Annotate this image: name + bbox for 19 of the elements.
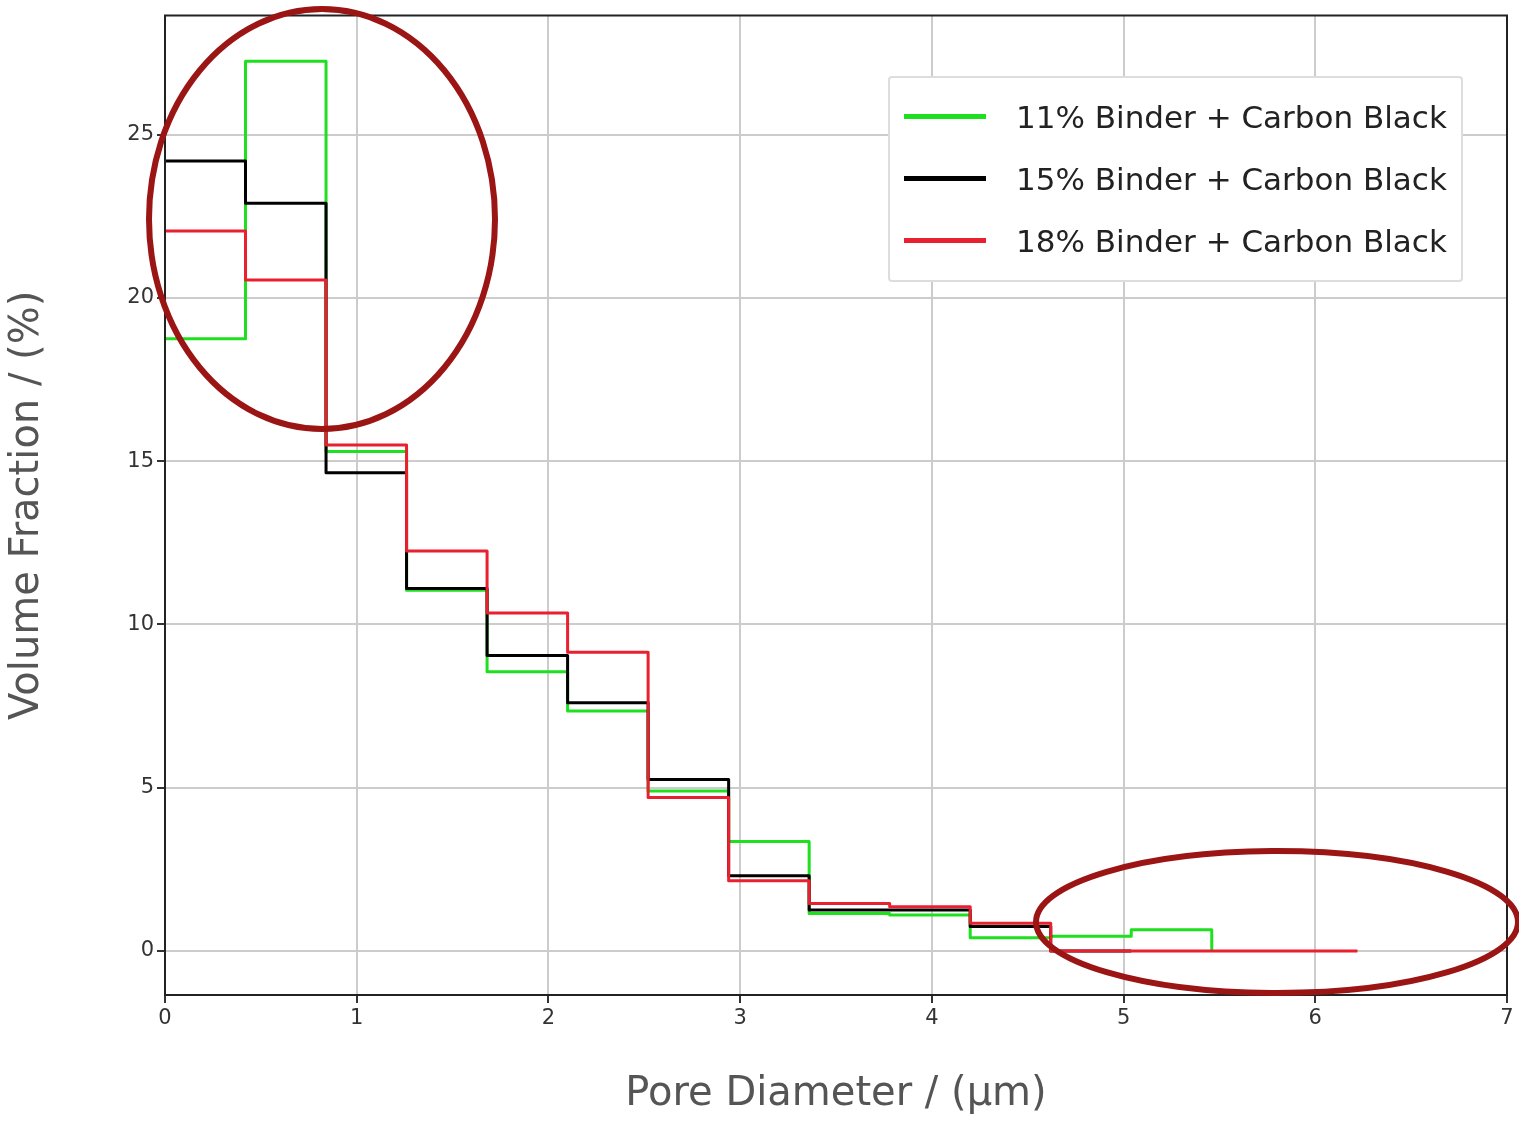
x-axis-title: Pore Diameter / (µm)	[625, 1068, 1047, 1115]
x-tick-label: 6	[1308, 1005, 1322, 1030]
legend-label: 15% Binder + Carbon Black	[1016, 160, 1447, 197]
y-tick-label: 15	[127, 447, 154, 472]
y-axis-title: Volume Fraction / (%)	[1, 290, 48, 720]
y-tick-label: 20	[127, 284, 154, 309]
y-tick-label: 0	[140, 937, 154, 962]
x-tick-label: 2	[541, 1005, 556, 1030]
x-tick-label: 7	[1500, 1005, 1514, 1030]
x-tick-label: 1	[350, 1005, 364, 1030]
legend-label: 18% Binder + Carbon Black	[1016, 222, 1447, 259]
x-tick-label: 3	[733, 1005, 747, 1030]
legend-label: 11% Binder + Carbon Black	[1016, 98, 1447, 135]
y-tick-label: 5	[140, 774, 154, 799]
x-tick-label: 0	[158, 1005, 172, 1030]
y-tick-label: 10	[127, 610, 154, 635]
y-tick-label: 25	[127, 121, 154, 146]
x-tick-label: 4	[925, 1005, 939, 1030]
x-tick-label: 5	[1116, 1005, 1131, 1030]
